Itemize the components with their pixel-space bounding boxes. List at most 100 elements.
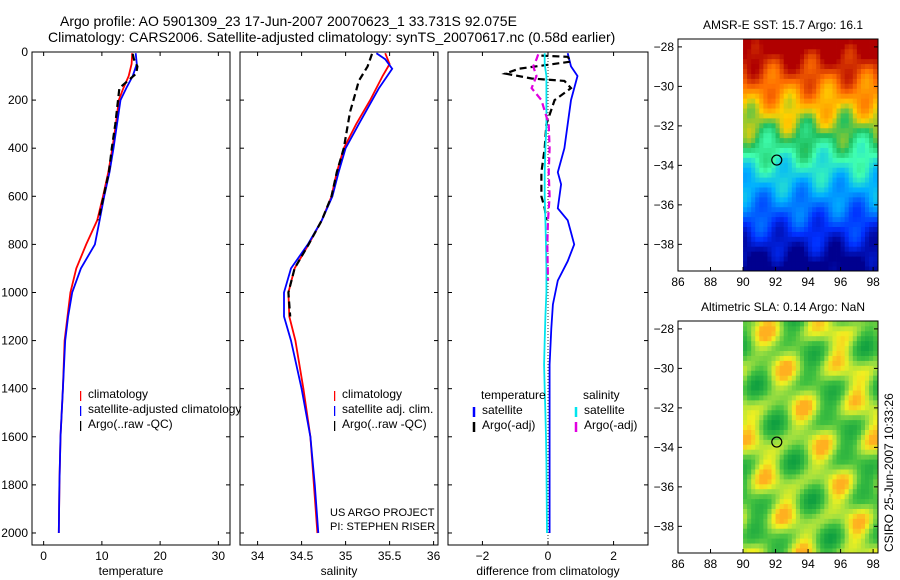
heatmap-cell xyxy=(759,478,764,485)
heatmap-cell xyxy=(795,508,801,514)
x-tick-label: 0 xyxy=(545,549,552,563)
heatmap-cell xyxy=(743,469,748,475)
heatmap-cell xyxy=(844,162,850,168)
heatmap-cell xyxy=(795,98,801,104)
heatmap-cell xyxy=(820,483,825,490)
heatmap-cell xyxy=(743,365,748,371)
heatmap-cell xyxy=(820,236,825,242)
heatmap-cell xyxy=(873,419,878,426)
heatmap-cell xyxy=(759,251,764,257)
heatmap-cell xyxy=(795,53,801,60)
heatmap-cell xyxy=(840,108,846,114)
heatmap-cell xyxy=(836,483,842,490)
heatmap-cell xyxy=(864,177,870,183)
heatmap-cell xyxy=(816,83,821,89)
heatmap-cell xyxy=(799,404,805,411)
heatmap-cell xyxy=(767,488,772,495)
heatmap-cell xyxy=(799,127,805,134)
heatmap-cell xyxy=(860,404,866,411)
heatmap-cell xyxy=(869,459,874,465)
heatmap-cell xyxy=(771,365,776,371)
heatmap-cell xyxy=(751,132,756,139)
heatmap-cell xyxy=(755,98,760,104)
heatmap-cell xyxy=(779,454,785,460)
heatmap-cell xyxy=(852,449,858,455)
heatmap-cell xyxy=(755,117,760,124)
heatmap-cell xyxy=(763,498,768,505)
heatmap-cell xyxy=(755,241,760,247)
heatmap-cell xyxy=(755,488,760,495)
heatmap-cell xyxy=(856,246,862,252)
heatmap-cell xyxy=(840,355,846,361)
heatmap-cell xyxy=(832,548,837,554)
heatmap-cell xyxy=(808,73,813,79)
heatmap-cell xyxy=(799,196,805,203)
heatmap-cell xyxy=(852,483,858,490)
heatmap-cell xyxy=(860,340,866,347)
heatmap-cell xyxy=(852,335,858,342)
heatmap-cell xyxy=(816,127,821,134)
heatmap-cell xyxy=(759,122,764,129)
heatmap-cell xyxy=(755,196,760,203)
heatmap-cell xyxy=(836,493,842,500)
heatmap-cell xyxy=(856,241,862,247)
heatmap-cell xyxy=(869,261,874,267)
heatmap-cell xyxy=(755,380,760,386)
heatmap-cell xyxy=(836,58,842,65)
heatmap-cell xyxy=(824,256,829,262)
heatmap-cell xyxy=(795,385,801,391)
heatmap-cell xyxy=(860,172,866,178)
heatmap-cell xyxy=(771,172,776,178)
heatmap-cell xyxy=(771,63,776,70)
heatmap-cell xyxy=(824,142,829,148)
heatmap-cell xyxy=(832,508,837,514)
heatmap-cell xyxy=(852,83,858,89)
heatmap-cell xyxy=(873,380,878,386)
heatmap-cell xyxy=(869,53,874,60)
heatmap-cell xyxy=(816,439,821,445)
heatmap-cell xyxy=(808,157,813,163)
heatmap-cell xyxy=(751,321,756,327)
heatmap-cell xyxy=(820,533,825,539)
heatmap-cell xyxy=(759,58,764,65)
heatmap-cell xyxy=(763,63,768,70)
heatmap-cell xyxy=(816,533,821,539)
heatmap-cell xyxy=(767,216,772,223)
heatmap-cell xyxy=(767,73,772,79)
heatmap-cell xyxy=(816,493,821,500)
heatmap-cell xyxy=(820,216,825,223)
heatmap-cell xyxy=(771,256,776,262)
heatmap-cell xyxy=(864,261,870,267)
heatmap-cell xyxy=(848,236,854,242)
heatmap-cell xyxy=(791,117,797,124)
heatmap-cell xyxy=(763,68,768,74)
heatmap-cell xyxy=(795,533,801,539)
heatmap-cell xyxy=(799,39,805,45)
heatmap-cell xyxy=(812,73,817,79)
heatmap-cell xyxy=(747,538,752,544)
heatmap-cell xyxy=(832,434,837,440)
heatmap-cell xyxy=(848,162,854,168)
heatmap-cell xyxy=(804,454,809,460)
heatmap-cell xyxy=(852,513,858,519)
heatmap-cell xyxy=(873,73,878,79)
heatmap-cell xyxy=(836,98,842,104)
x-tick-label: 98 xyxy=(866,275,880,289)
heatmap-cell xyxy=(840,256,846,262)
heatmap-cell xyxy=(751,117,756,124)
heatmap-cell xyxy=(856,187,862,193)
heatmap-cell xyxy=(832,221,837,227)
heatmap-cell xyxy=(812,380,817,386)
series-line-salinity-satellite xyxy=(543,53,548,534)
heatmap-cell xyxy=(747,256,752,262)
heatmap-cell xyxy=(844,385,850,391)
heatmap-cell xyxy=(856,172,862,178)
heatmap-cell xyxy=(828,187,833,193)
heatmap-cell xyxy=(799,390,805,396)
heatmap-cell xyxy=(852,385,858,391)
heatmap-cell xyxy=(860,152,866,158)
heatmap-cell xyxy=(848,256,854,262)
heatmap-cell xyxy=(751,335,756,342)
heatmap-cell xyxy=(791,98,797,104)
